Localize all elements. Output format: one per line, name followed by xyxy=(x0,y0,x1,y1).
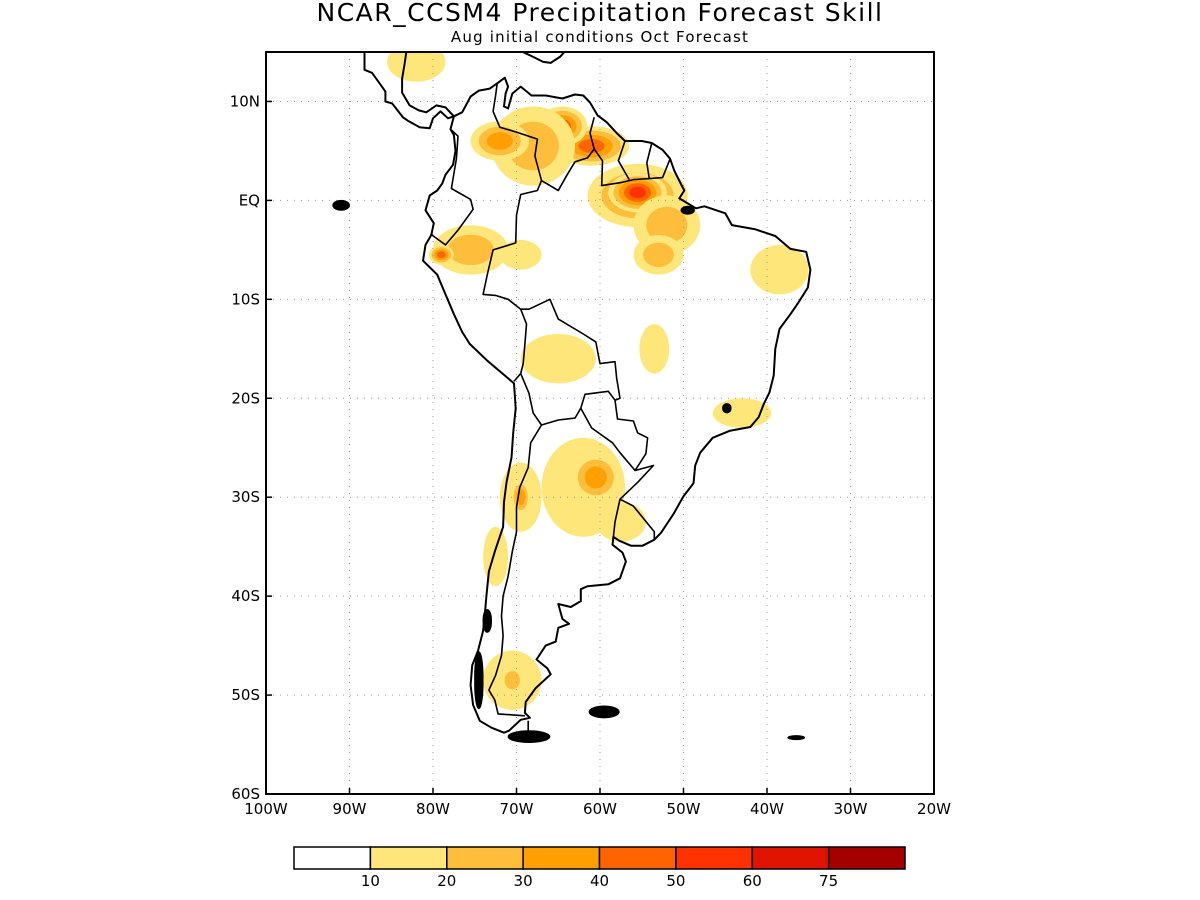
chart-title: NCAR_CCSM4 Precipitation Forecast Skill xyxy=(316,0,884,27)
skill-patch xyxy=(750,245,809,295)
y-tick-label: 30S xyxy=(231,488,260,506)
y-tick-label: EQ xyxy=(239,191,260,209)
skill-patch xyxy=(499,240,542,270)
y-tick-label: 20S xyxy=(231,389,260,407)
x-tick-label: 60W xyxy=(583,800,617,818)
skill-patch xyxy=(629,186,646,199)
chart-subtitle: Aug initial conditions Oct Forecast xyxy=(450,28,750,46)
y-tick-label: 10N xyxy=(230,92,260,110)
x-tick-label: 30W xyxy=(834,800,868,818)
y-tick-label: 60S xyxy=(231,785,260,803)
y-axis-ticks: 10N EQ 10S 20S 30S 40S 50S 60S xyxy=(230,92,272,803)
x-axis-ticks: 100W 90W 80W 70W 60W 50W 40W 30W 20W xyxy=(244,788,951,818)
skill-contour-layer xyxy=(387,52,809,710)
skill-patch xyxy=(437,251,446,259)
colorbar-swatch xyxy=(446,846,524,870)
central-america-coastline xyxy=(363,52,455,130)
country-borders xyxy=(430,82,671,743)
x-tick-label: 80W xyxy=(416,800,450,818)
skill-patch xyxy=(486,132,513,150)
skill-patch xyxy=(584,466,607,489)
colorbar: 10 20 30 40 50 60 75 xyxy=(293,846,906,890)
y-tick-label: 40S xyxy=(231,587,260,605)
colorbar-swatch xyxy=(827,846,906,870)
colorbar-label: 50 xyxy=(666,872,685,890)
skill-patch xyxy=(483,526,509,587)
colorbar-swatch xyxy=(751,846,830,870)
colorbar-label: 20 xyxy=(437,872,456,890)
skill-patch xyxy=(712,398,772,428)
colorbar-swatch xyxy=(293,846,372,870)
skill-patch xyxy=(646,206,688,244)
skill-patch xyxy=(520,334,596,384)
y-tick-label: 50S xyxy=(231,686,260,704)
x-tick-label: 90W xyxy=(333,800,367,818)
x-tick-label: 100W xyxy=(244,800,288,818)
x-tick-label: 50W xyxy=(667,800,701,818)
x-tick-label: 20W xyxy=(917,800,951,818)
skill-patch xyxy=(447,234,494,266)
x-tick-label: 40W xyxy=(750,800,784,818)
colorbar-swatch xyxy=(675,846,754,870)
caribbean-coastline xyxy=(520,52,566,64)
gridlines xyxy=(266,52,934,794)
colorbar-swatch xyxy=(522,846,601,870)
x-tick-label: 70W xyxy=(500,800,534,818)
colorbar-label: 40 xyxy=(590,872,609,890)
y-tick-label: 10S xyxy=(231,290,260,308)
colorbar-label: 75 xyxy=(819,872,838,890)
islands xyxy=(332,199,806,743)
coastline-layer xyxy=(332,52,812,743)
skill-patch xyxy=(578,139,605,153)
colorbar-label: 60 xyxy=(743,872,762,890)
colorbar-swatch xyxy=(598,846,677,870)
skill-patch xyxy=(387,52,446,82)
south-america-coastline xyxy=(422,76,812,734)
colorbar-label: 30 xyxy=(514,872,533,890)
skill-patch xyxy=(595,502,646,542)
colorbar-label: 10 xyxy=(361,872,380,890)
colorbar-swatch xyxy=(369,846,448,870)
skill-patch xyxy=(643,242,674,267)
skill-patch xyxy=(639,324,670,374)
skill-patch xyxy=(504,671,520,690)
